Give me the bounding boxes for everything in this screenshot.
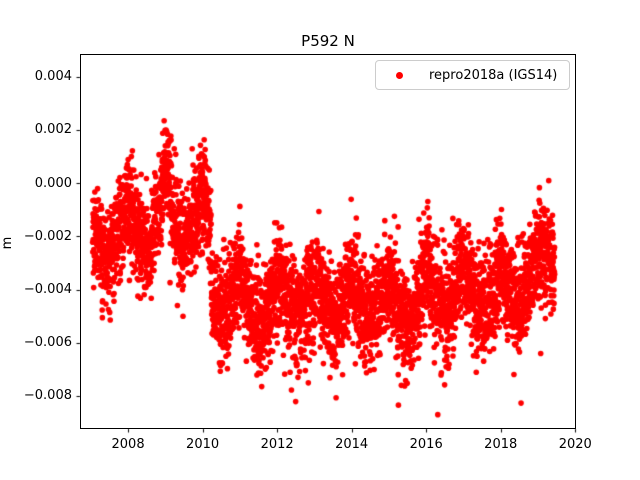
x-tick-label: 2016	[409, 437, 443, 452]
x-tick-label: 2012	[260, 437, 294, 452]
y-tick-label: −0.002	[23, 228, 72, 244]
legend-marker-dot	[396, 71, 403, 79]
x-tick-label: 2014	[335, 437, 369, 452]
legend: repro2018a (IGS14)	[375, 60, 570, 90]
x-tick-label: 2010	[186, 437, 220, 452]
y-tick-label: 0.002	[34, 122, 72, 138]
y-tick-label: −0.006	[23, 335, 72, 351]
x-tick-label: 2020	[558, 437, 592, 452]
x-tick-label: 2008	[111, 437, 145, 452]
x-tick-label: 2018	[484, 437, 518, 452]
axes-spines	[80, 54, 576, 429]
legend-label: repro2018a (IGS14)	[429, 67, 558, 83]
y-tick-label: 0.004	[34, 69, 72, 85]
y-tick-label: 0.000	[34, 175, 72, 191]
y-tick-label: −0.008	[23, 388, 72, 404]
y-tick-label: −0.004	[23, 282, 72, 298]
